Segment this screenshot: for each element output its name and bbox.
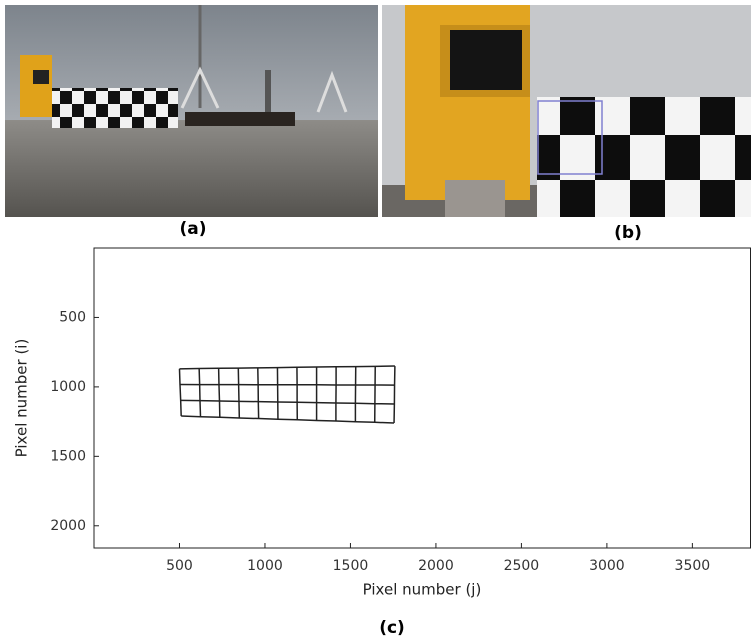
x-tick-label: 3500	[675, 558, 711, 574]
y-axis-label: Pixel number (i)	[13, 339, 31, 458]
caption: (c)	[379, 618, 405, 638]
grid-row	[180, 399, 395, 405]
grid-column	[237, 368, 241, 419]
y-tick-label: 1000	[50, 379, 86, 395]
grid-column	[373, 366, 376, 423]
x-tick-label: 2500	[504, 558, 540, 574]
photo-b	[382, 5, 751, 217]
grid-column	[393, 366, 396, 424]
photo-a	[5, 5, 378, 217]
grid-column	[178, 368, 182, 417]
x-tick-label: 1000	[247, 558, 283, 574]
grid-column	[198, 368, 202, 417]
y-tick-label: 500	[59, 309, 86, 325]
grid-row	[181, 415, 395, 424]
grid-column	[217, 368, 221, 418]
plot-frame	[93, 247, 751, 549]
grid-row	[179, 383, 395, 386]
y-tick-label: 2000	[50, 518, 86, 534]
x-tick-label: 2000	[418, 558, 454, 574]
x-tick-label: 1500	[333, 558, 369, 574]
grid-column	[276, 367, 279, 420]
x-axis-label: Pixel number (j)	[363, 581, 482, 599]
grid-column	[257, 367, 260, 419]
x-tick-label: 500	[166, 558, 193, 574]
x-tick-label: 3000	[589, 558, 625, 574]
caption: (b)	[614, 223, 642, 243]
grid-row	[179, 365, 395, 370]
y-tick-label: 1500	[50, 448, 86, 464]
caption: (a)	[179, 219, 206, 239]
